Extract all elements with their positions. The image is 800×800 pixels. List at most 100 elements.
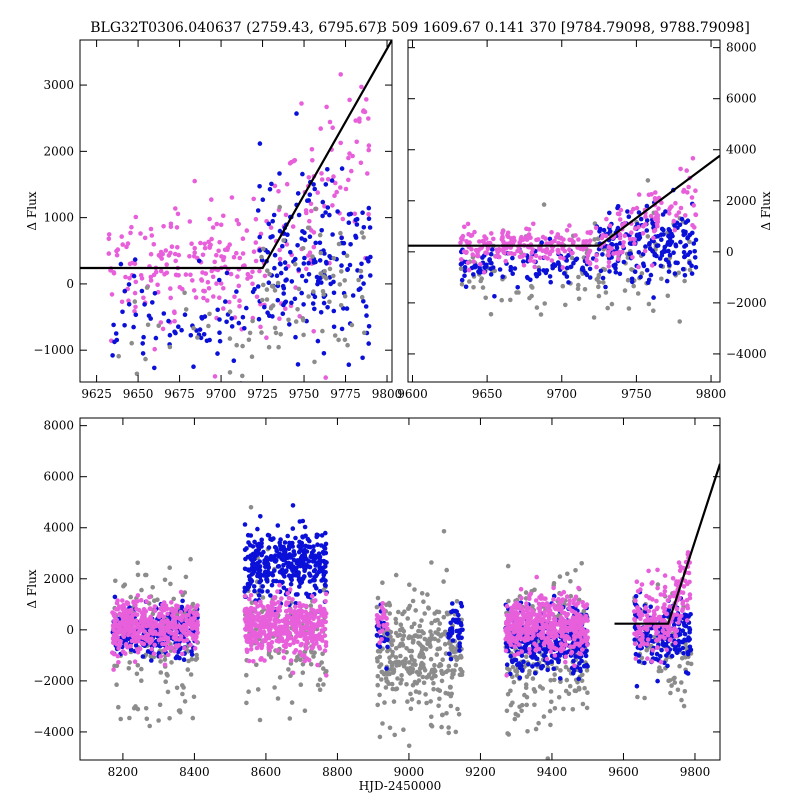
scatter-point <box>313 240 319 246</box>
scatter-point <box>266 280 272 286</box>
scatter-point <box>462 224 467 230</box>
scatter-point <box>667 262 672 268</box>
scatter-point <box>284 242 290 247</box>
scatter-point <box>311 289 316 294</box>
scatter-point <box>176 252 182 258</box>
scatter-point <box>657 256 663 261</box>
scatter-point <box>683 243 689 248</box>
scatter-point <box>503 648 509 654</box>
scatter-point <box>133 638 138 643</box>
scatter-point <box>454 599 460 604</box>
scatter-point <box>391 699 397 704</box>
scatter-point <box>693 237 699 243</box>
scatter-point <box>236 283 242 289</box>
scatter-point <box>193 612 198 617</box>
scatter-point <box>179 651 185 657</box>
scatter-point <box>448 620 454 626</box>
scatter-point <box>387 603 393 608</box>
scatter-point <box>260 617 266 622</box>
scatter-point <box>488 272 494 277</box>
scatter-point <box>632 269 638 275</box>
scatter-point <box>284 277 289 283</box>
scatter-point <box>540 686 545 691</box>
scatter-point <box>300 670 306 675</box>
scatter-point <box>379 637 384 642</box>
scatter-point <box>311 544 316 549</box>
scatter-point <box>621 240 626 245</box>
scatter-point <box>654 253 659 259</box>
scatter-point <box>194 623 200 629</box>
scatter-point <box>165 689 171 695</box>
scatter-point <box>435 646 441 652</box>
scatter-point <box>459 277 465 283</box>
scatter-point <box>504 708 510 714</box>
scatter-point <box>214 252 219 258</box>
scatter-point <box>361 281 366 286</box>
scatter-point <box>632 241 637 246</box>
scatter-point <box>257 184 262 189</box>
scatter-point <box>317 258 323 263</box>
scatter-point <box>564 620 570 625</box>
scatter-point <box>605 305 610 311</box>
scatter-point <box>323 643 329 649</box>
scatter-point <box>112 614 118 619</box>
scatter-point <box>251 249 257 254</box>
scatter-point <box>545 661 551 666</box>
scatter-point <box>614 250 619 256</box>
scatter-point <box>127 715 132 721</box>
scatter-point <box>536 720 541 726</box>
scatter-point <box>174 603 179 608</box>
scatter-point <box>116 353 121 359</box>
scatter-point <box>377 692 382 698</box>
scatter-point <box>391 669 397 674</box>
scatter-point <box>190 278 195 283</box>
scatter-point <box>280 243 285 249</box>
scatter-point <box>366 116 371 121</box>
scatter-point <box>323 640 329 645</box>
scatter-point <box>292 296 298 302</box>
scatter-point <box>172 318 177 324</box>
scatter-point <box>566 280 571 285</box>
scatter-point <box>321 682 326 687</box>
scatter-point <box>237 255 243 261</box>
scatter-point <box>144 716 150 722</box>
scatter-point <box>651 308 656 314</box>
scatter-point <box>597 229 602 234</box>
top-right-xtick-label: 9650 <box>472 387 503 401</box>
top-right-ytick-label: 6000 <box>726 92 757 106</box>
scatter-point <box>277 256 283 262</box>
scatter-point <box>309 208 314 214</box>
scatter-point <box>301 302 306 307</box>
scatter-point <box>330 232 335 237</box>
scatter-point <box>159 636 165 642</box>
scatter-point <box>308 603 314 608</box>
scatter-point <box>283 644 289 650</box>
scatter-point <box>255 618 261 623</box>
scatter-point <box>143 356 148 362</box>
scatter-point <box>337 282 343 287</box>
scatter-point <box>652 216 658 222</box>
scatter-point <box>139 276 145 281</box>
scatter-point <box>405 699 410 704</box>
scatter-point <box>585 635 590 640</box>
scatter-point <box>567 223 572 228</box>
scatter-point <box>221 306 226 311</box>
scatter-point <box>243 619 249 625</box>
scatter-point <box>202 245 208 251</box>
scatter-point <box>247 577 253 582</box>
scatter-point <box>253 258 259 264</box>
scatter-point <box>325 167 330 172</box>
scatter-point <box>221 257 226 263</box>
scatter-point <box>540 663 546 669</box>
scatter-point <box>284 560 289 566</box>
scatter-point <box>116 646 121 651</box>
scatter-point <box>529 293 534 299</box>
scatter-point <box>572 688 578 693</box>
scatter-point <box>158 268 164 274</box>
scatter-point <box>293 319 299 324</box>
scatter-point <box>345 266 351 272</box>
scatter-point <box>302 708 308 713</box>
scatter-point <box>596 284 601 290</box>
scatter-point <box>288 576 294 581</box>
panel-top-right-ylabel: Δ Flux <box>759 191 773 230</box>
